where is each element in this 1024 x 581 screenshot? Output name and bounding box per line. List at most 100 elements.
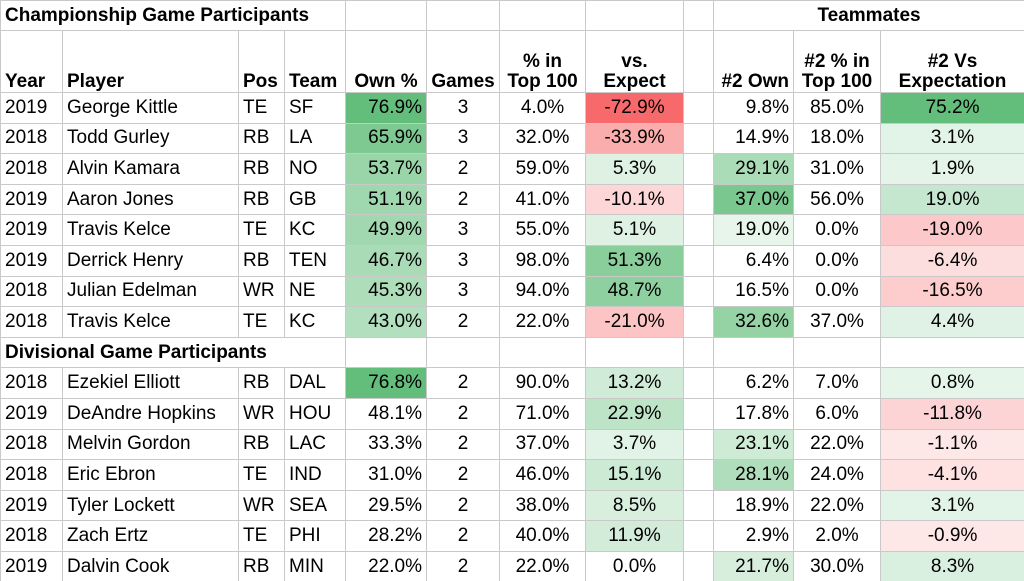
games-cell[interactable]: 3: [426, 122, 501, 155]
vs-expect-cell[interactable]: 5.1%: [585, 214, 685, 246]
top100-cell[interactable]: 38.0%: [499, 489, 587, 522]
pos-cell[interactable]: WR: [238, 275, 285, 308]
vs2-expect-cell[interactable]: 19.0%: [880, 183, 1024, 216]
vs2-expect-cell[interactable]: 1.9%: [880, 153, 1024, 185]
year-cell[interactable]: 2019: [0, 489, 63, 522]
own2-cell[interactable]: 9.8%: [713, 92, 795, 124]
team-cell[interactable]: KC: [283, 306, 347, 338]
vs-expect-cell[interactable]: 22.9%: [585, 397, 685, 430]
player-cell[interactable]: Melvin Gordon: [62, 428, 239, 461]
empty-cell[interactable]: [713, 336, 795, 369]
own-pct-cell[interactable]: 46.7%: [345, 244, 428, 277]
top100-cell[interactable]: 32.0%: [499, 122, 587, 155]
top2-cell[interactable]: 7.0%: [793, 367, 882, 399]
empty-cell[interactable]: [585, 0, 685, 31]
column-header-9[interactable]: #2 Own: [713, 30, 795, 93]
team-cell[interactable]: MIN: [283, 550, 347, 581]
year-cell[interactable]: 2018: [0, 122, 63, 155]
spacer-cell[interactable]: [683, 367, 715, 399]
vs-expect-cell[interactable]: 8.5%: [585, 489, 685, 522]
own2-cell[interactable]: 6.2%: [713, 367, 795, 399]
vs-expect-cell[interactable]: -72.9%: [585, 92, 685, 124]
team-cell[interactable]: LAC: [283, 428, 347, 461]
games-cell[interactable]: 2: [426, 153, 501, 185]
own-pct-cell[interactable]: 53.7%: [345, 153, 428, 185]
spacer-cell[interactable]: [683, 489, 715, 522]
top100-cell[interactable]: 71.0%: [499, 397, 587, 430]
vs-expect-cell[interactable]: 13.2%: [585, 367, 685, 399]
top2-cell[interactable]: 6.0%: [793, 397, 882, 430]
top100-cell[interactable]: 22.0%: [499, 550, 587, 581]
player-cell[interactable]: Derrick Henry: [62, 244, 239, 277]
own-pct-cell[interactable]: 76.8%: [345, 367, 428, 399]
team-cell[interactable]: DAL: [283, 367, 347, 399]
pos-cell[interactable]: RB: [238, 183, 285, 216]
spacer-cell[interactable]: [683, 275, 715, 308]
year-cell[interactable]: 2018: [0, 459, 63, 491]
games-cell[interactable]: 3: [426, 92, 501, 124]
vs2-expect-cell[interactable]: -0.9%: [880, 520, 1024, 552]
year-cell[interactable]: 2019: [0, 397, 63, 430]
pos-cell[interactable]: TE: [238, 92, 285, 124]
games-cell[interactable]: 2: [426, 367, 501, 399]
section-title-divisional[interactable]: Divisional Game Participants: [0, 336, 347, 369]
empty-cell[interactable]: [683, 0, 715, 31]
top100-cell[interactable]: 90.0%: [499, 367, 587, 399]
vs2-expect-cell[interactable]: 8.3%: [880, 550, 1024, 581]
vs-expect-cell[interactable]: 11.9%: [585, 520, 685, 552]
spacer-cell[interactable]: [683, 397, 715, 430]
top2-cell[interactable]: 24.0%: [793, 459, 882, 491]
spacer-cell[interactable]: [683, 550, 715, 581]
year-cell[interactable]: 2018: [0, 520, 63, 552]
spacer-cell[interactable]: [683, 520, 715, 552]
games-cell[interactable]: 2: [426, 306, 501, 338]
own2-cell[interactable]: 6.4%: [713, 244, 795, 277]
empty-cell[interactable]: [683, 336, 715, 369]
games-cell[interactable]: 2: [426, 459, 501, 491]
top2-cell[interactable]: 22.0%: [793, 428, 882, 461]
own-pct-cell[interactable]: 51.1%: [345, 183, 428, 216]
own-pct-cell[interactable]: 22.0%: [345, 550, 428, 581]
player-cell[interactable]: Travis Kelce: [62, 214, 239, 246]
spacer-cell[interactable]: [683, 122, 715, 155]
year-cell[interactable]: 2018: [0, 275, 63, 308]
spacer-cell[interactable]: [683, 459, 715, 491]
vs-expect-cell[interactable]: 5.3%: [585, 153, 685, 185]
empty-cell[interactable]: [585, 336, 685, 369]
own-pct-cell[interactable]: 49.9%: [345, 214, 428, 246]
top2-cell[interactable]: 22.0%: [793, 489, 882, 522]
year-cell[interactable]: 2018: [0, 306, 63, 338]
spacer-cell[interactable]: [683, 306, 715, 338]
vs2-expect-cell[interactable]: 3.1%: [880, 489, 1024, 522]
own2-cell[interactable]: 29.1%: [713, 153, 795, 185]
games-cell[interactable]: 2: [426, 550, 501, 581]
own2-cell[interactable]: 17.8%: [713, 397, 795, 430]
games-cell[interactable]: 2: [426, 183, 501, 216]
spacer-cell[interactable]: [683, 214, 715, 246]
column-header-2[interactable]: Pos: [238, 30, 285, 93]
top100-cell[interactable]: 98.0%: [499, 244, 587, 277]
pos-cell[interactable]: TE: [238, 214, 285, 246]
top100-cell[interactable]: 22.0%: [499, 306, 587, 338]
top100-cell[interactable]: 55.0%: [499, 214, 587, 246]
column-header-6[interactable]: % in Top 100: [499, 30, 587, 93]
column-header-4[interactable]: Own %: [345, 30, 428, 93]
player-cell[interactable]: Travis Kelce: [62, 306, 239, 338]
year-cell[interactable]: 2018: [0, 367, 63, 399]
own-pct-cell[interactable]: 33.3%: [345, 428, 428, 461]
column-header-1[interactable]: Player: [62, 30, 239, 93]
spacer-cell[interactable]: [683, 183, 715, 216]
empty-cell[interactable]: [880, 336, 1024, 369]
top2-cell[interactable]: 0.0%: [793, 244, 882, 277]
pos-cell[interactable]: RB: [238, 367, 285, 399]
vs-expect-cell[interactable]: -33.9%: [585, 122, 685, 155]
own2-cell[interactable]: 14.9%: [713, 122, 795, 155]
column-header-3[interactable]: Team: [283, 30, 347, 93]
top100-cell[interactable]: 4.0%: [499, 92, 587, 124]
year-cell[interactable]: 2019: [0, 550, 63, 581]
vs-expect-cell[interactable]: 0.0%: [585, 550, 685, 581]
own-pct-cell[interactable]: 28.2%: [345, 520, 428, 552]
pos-cell[interactable]: TE: [238, 520, 285, 552]
games-cell[interactable]: 3: [426, 244, 501, 277]
own2-cell[interactable]: 37.0%: [713, 183, 795, 216]
